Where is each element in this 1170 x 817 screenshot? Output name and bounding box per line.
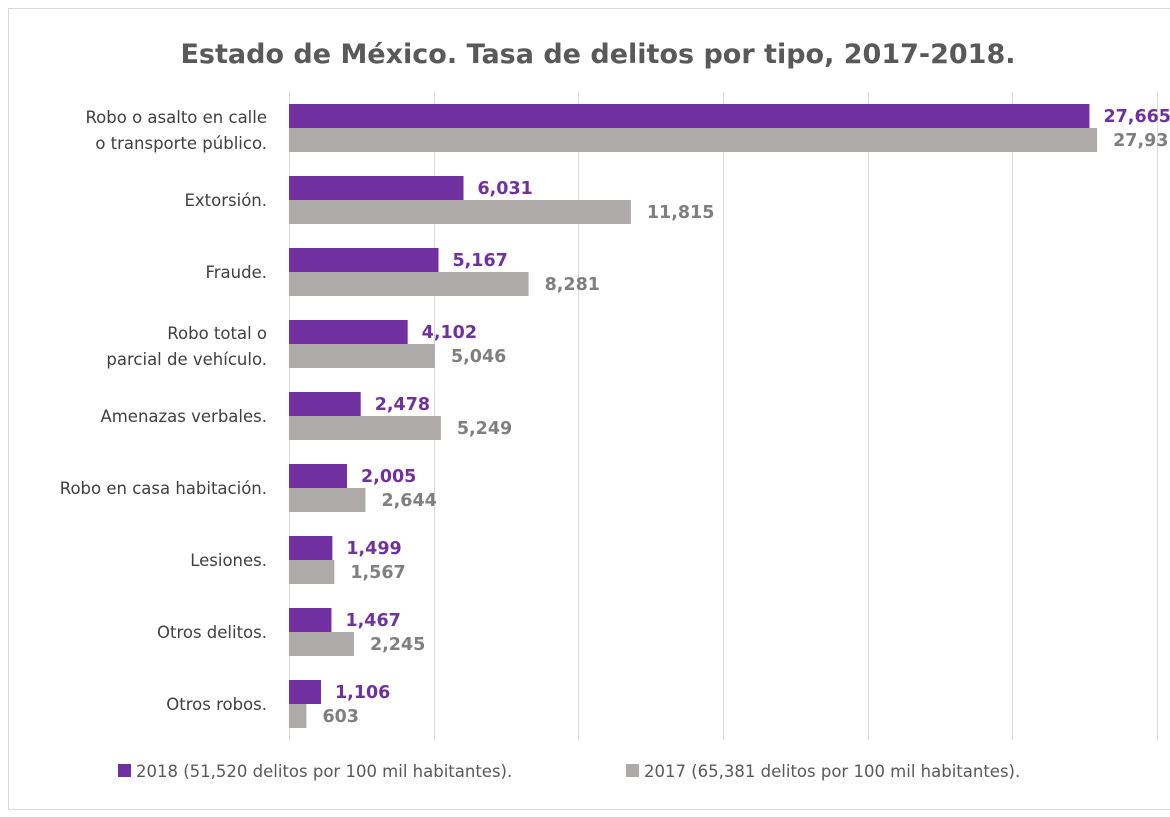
data-label-2017: 5,046 xyxy=(451,347,506,367)
category-label: Extorsión. xyxy=(184,191,267,210)
data-label-2018: 27,665 xyxy=(1103,107,1170,127)
legend-label: 2017 (65,381 delitos por 100 mil habitan… xyxy=(644,762,1020,781)
data-label-2017: 27,931 xyxy=(1113,131,1170,151)
data-label-2017: 603 xyxy=(322,707,359,727)
category-label-line: Robo total o xyxy=(167,324,267,343)
bar-2018 xyxy=(289,680,322,704)
data-label-2017: 1,567 xyxy=(350,563,405,583)
legend-swatch xyxy=(118,764,131,777)
category-label: Otros delitos. xyxy=(157,623,267,642)
bar-2018 xyxy=(289,392,361,416)
data-label-2018: 2,478 xyxy=(375,395,430,415)
chart-frame xyxy=(8,8,1170,810)
legend-label: 2018 (51,520 delitos por 100 mil habitan… xyxy=(136,762,512,781)
data-label-2017: 8,281 xyxy=(545,275,600,295)
data-label-2017: 2,644 xyxy=(381,491,436,511)
data-label-2018: 5,167 xyxy=(452,251,507,271)
category-labels: Robo o asalto en calle o transporte públi… xyxy=(60,108,267,714)
category-label: Robo en casa habitación. xyxy=(60,479,267,498)
data-label-2018: 4,102 xyxy=(422,323,477,343)
bar-2017 xyxy=(289,632,354,656)
bar-2017 xyxy=(289,344,435,368)
category-label: Fraude. xyxy=(205,263,267,282)
bar-2018 xyxy=(289,248,439,272)
data-label-2018: 1,106 xyxy=(335,683,390,703)
bar-2018 xyxy=(289,320,408,344)
data-label-2017: 11,815 xyxy=(647,203,715,223)
data-label-2018: 6,031 xyxy=(477,179,532,199)
category-label: Lesiones. xyxy=(190,551,267,570)
category-label-line: parcial de vehículo. xyxy=(106,350,267,369)
data-label-2018: 2,005 xyxy=(361,467,416,487)
category-label-line: Robo o asalto en calle xyxy=(85,108,267,127)
bars xyxy=(289,104,1098,728)
bar-2017 xyxy=(289,488,366,512)
category-label-line: o transporte público. xyxy=(95,134,267,153)
chart-title: Estado de México. Tasa de delitos por ti… xyxy=(180,39,1015,70)
bar-2018 xyxy=(289,176,464,200)
bar-2018 xyxy=(289,104,1090,128)
bar-2017 xyxy=(289,704,307,728)
legend-swatch xyxy=(626,764,639,777)
bar-2018 xyxy=(289,464,348,488)
category-label: Otros robos. xyxy=(166,695,267,714)
bar-2018 xyxy=(289,608,332,632)
bar-2018 xyxy=(289,536,333,560)
data-label-2017: 2,245 xyxy=(370,635,425,655)
legend: 2018 (51,520 delitos por 100 mil habitan… xyxy=(118,762,1020,781)
data-label-2018: 1,499 xyxy=(346,539,401,559)
bar-2017 xyxy=(289,128,1098,152)
category-label: Robo o asalto en calle o transporte públi… xyxy=(85,108,267,153)
data-label-2017: 5,249 xyxy=(457,419,512,439)
data-labels: 27,665 27,931 6,031 11,815 5,167 8,281 4,102 5,… xyxy=(322,107,1170,727)
bar-2017 xyxy=(289,272,529,296)
bar-2017 xyxy=(289,416,441,440)
category-label: Amenazas verbales. xyxy=(100,407,267,426)
category-label: Robo total o parcial de vehículo. xyxy=(106,324,267,369)
bar-2017 xyxy=(289,200,631,224)
data-label-2018: 1,467 xyxy=(345,611,400,631)
bar-2017 xyxy=(289,560,335,584)
